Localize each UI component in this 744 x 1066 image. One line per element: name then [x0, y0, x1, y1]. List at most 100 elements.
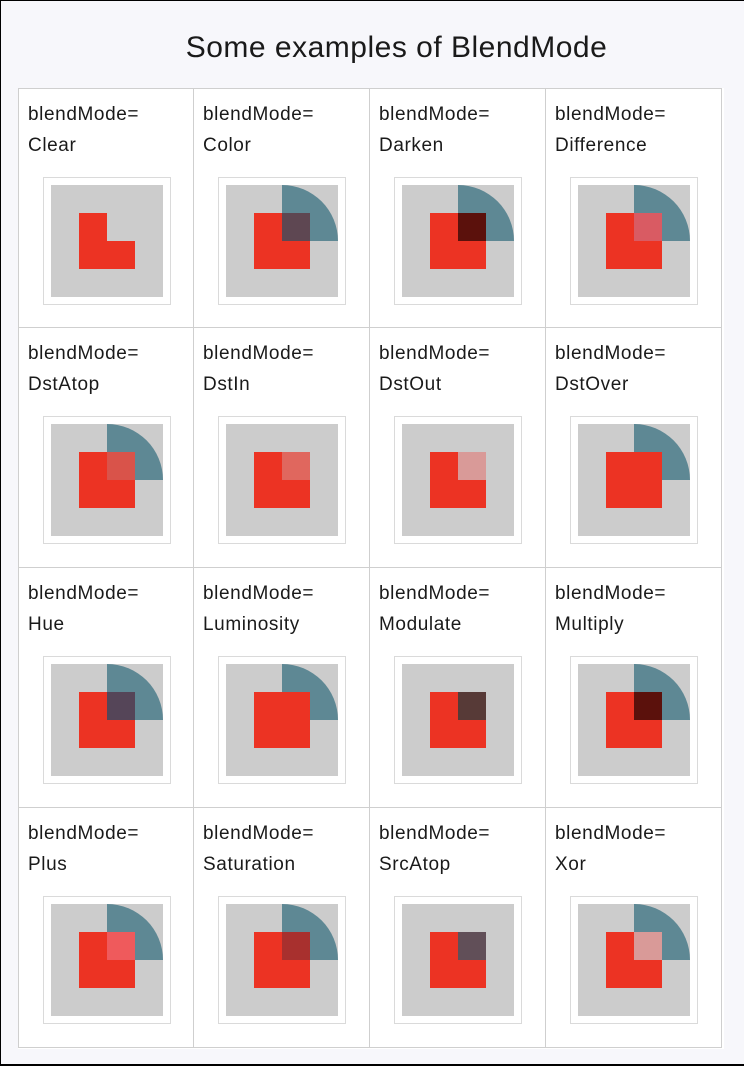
luminosity-blend-preview	[218, 656, 346, 784]
multiply-blend-preview	[570, 656, 698, 784]
blend-mode-cell: blendMode= Plus	[18, 808, 194, 1048]
overlap-region	[458, 692, 486, 720]
clear-blend-preview	[43, 177, 171, 305]
label-prefix: blendMode=	[555, 104, 667, 125]
blend-preview-svg	[51, 904, 163, 1016]
saturation-blend-preview	[218, 896, 346, 1024]
label-prefix: blendMode=	[203, 583, 315, 604]
blend-mode-label: blendMode= Plus	[28, 818, 139, 880]
blend-mode-cell: blendMode= Clear	[18, 88, 194, 328]
mode-name: DstOut	[379, 374, 442, 395]
blend-mode-cell: blendMode= SrcAtop	[370, 808, 546, 1048]
label-prefix: blendMode=	[203, 104, 315, 125]
label-prefix: blendMode=	[28, 104, 140, 125]
page-title: Some examples of BlendMode	[185, 31, 608, 64]
overlap-region	[107, 932, 135, 960]
label-prefix: blendMode=	[379, 823, 491, 844]
blend-preview-svg	[402, 904, 514, 1016]
modulate-blend-preview	[394, 656, 522, 784]
label-prefix: blendMode=	[555, 823, 667, 844]
mode-name: Xor	[555, 854, 587, 875]
dstover-blend-preview	[570, 416, 698, 544]
dstin-blend-preview	[218, 416, 346, 544]
mode-name: SrcAtop	[379, 854, 451, 875]
label-prefix: blendMode=	[203, 823, 315, 844]
overlap-region	[282, 452, 310, 480]
blend-mode-cell: blendMode= Darken	[370, 88, 546, 328]
blend-mode-label: blendMode= Modulate	[379, 578, 490, 640]
mode-name: Saturation	[203, 854, 296, 875]
mode-name: Hue	[28, 614, 65, 635]
mode-name: Luminosity	[203, 614, 300, 635]
mode-name: Plus	[28, 854, 68, 875]
blend-mode-cell: blendMode= Multiply	[546, 568, 722, 808]
blend-mode-label: blendMode= DstOver	[555, 338, 666, 400]
blend-preview-svg	[51, 424, 163, 536]
label-prefix: blendMode=	[555, 583, 667, 604]
label-prefix: blendMode=	[379, 343, 491, 364]
blend-preview-svg	[578, 424, 690, 536]
blend-preview-svg	[226, 185, 338, 297]
source-square	[606, 452, 662, 508]
mode-name: Modulate	[379, 614, 462, 635]
blend-preview-svg	[578, 664, 690, 776]
blend-mode-cell: blendMode= DstAtop	[18, 328, 194, 568]
color-blend-preview	[218, 177, 346, 305]
dstout-blend-preview	[394, 416, 522, 544]
blend-mode-cell: blendMode= Color	[194, 88, 370, 328]
overlap-region	[458, 213, 486, 241]
difference-blend-preview	[570, 177, 698, 305]
darken-blend-preview	[394, 177, 522, 305]
label-prefix: blendMode=	[379, 104, 491, 125]
blend-preview-svg	[51, 664, 163, 776]
blend-mode-cell: blendMode= Difference	[546, 88, 722, 328]
blend-mode-cell: blendMode= Saturation	[194, 808, 370, 1048]
blend-mode-cell: blendMode= Luminosity	[194, 568, 370, 808]
blend-mode-label: blendMode= Clear	[28, 99, 139, 161]
blend-mode-label: blendMode= DstAtop	[28, 338, 139, 400]
blend-preview-svg	[51, 185, 163, 297]
overlap-region	[107, 452, 135, 480]
blend-mode-cell: blendMode= Modulate	[370, 568, 546, 808]
mode-name: Color	[203, 135, 252, 156]
blend-mode-grid: blendMode= Clear blendMode= Color blendMode=…	[18, 88, 724, 1049]
blend-mode-cell: blendMode= Hue	[18, 568, 194, 808]
blend-preview-svg	[402, 185, 514, 297]
overlap-region	[282, 932, 310, 960]
mode-name: DstIn	[203, 374, 251, 395]
blend-mode-cell: blendMode= DstIn	[194, 328, 370, 568]
blend-mode-label: blendMode= Hue	[28, 578, 139, 640]
mode-name: Multiply	[555, 614, 625, 635]
mode-name: DstOver	[555, 374, 629, 395]
label-prefix: blendMode=	[28, 343, 140, 364]
mode-name: DstAtop	[28, 374, 100, 395]
overlap-region	[458, 452, 486, 480]
blend-mode-label: blendMode= SrcAtop	[379, 818, 490, 880]
blend-preview-svg	[402, 424, 514, 536]
blend-mode-cell: blendMode= DstOut	[370, 328, 546, 568]
blend-mode-label: blendMode= Difference	[555, 99, 666, 161]
blend-mode-label: blendMode= Multiply	[555, 578, 666, 640]
dstatop-blend-preview	[43, 416, 171, 544]
mode-name: Difference	[555, 135, 648, 156]
blend-mode-cell: blendMode= Xor	[546, 808, 722, 1048]
blend-preview-svg	[402, 664, 514, 776]
blend-mode-label: blendMode= Saturation	[203, 818, 314, 880]
mode-name: Clear	[28, 135, 77, 156]
srcatop-blend-preview	[394, 896, 522, 1024]
label-prefix: blendMode=	[28, 823, 140, 844]
overlap-region	[107, 692, 135, 720]
blend-mode-label: blendMode= DstOut	[379, 338, 490, 400]
xor-blend-preview	[570, 896, 698, 1024]
plus-blend-preview	[43, 896, 171, 1024]
overlap-region	[282, 213, 310, 241]
source-square-shape	[79, 213, 135, 269]
overlap-region	[634, 932, 662, 960]
blend-preview-svg	[578, 904, 690, 1016]
label-prefix: blendMode=	[203, 343, 315, 364]
blend-mode-label: blendMode= Color	[203, 99, 314, 161]
blend-preview-svg	[226, 664, 338, 776]
hue-blend-preview	[43, 656, 171, 784]
blend-preview-svg	[226, 904, 338, 1016]
